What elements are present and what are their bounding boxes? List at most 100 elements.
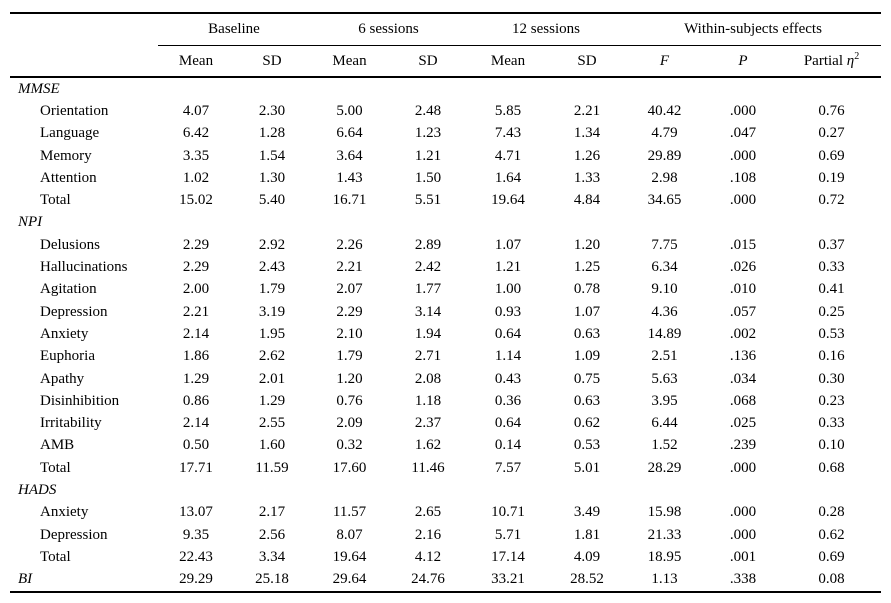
table-cell: 0.27 (818, 125, 845, 142)
table-cell: 15.02 (179, 192, 213, 209)
table-cell: 5.00 (336, 102, 363, 119)
eta-superscript: 2 (854, 50, 860, 62)
header-baseline-sd: SD (234, 45, 310, 78)
table-cell: 2.21 (336, 259, 363, 276)
row-label: Irritability (40, 415, 102, 432)
table-cell: .000 (729, 192, 757, 209)
table-cell: 28.52 (570, 571, 604, 588)
table-cell: 2.10 (336, 325, 363, 342)
eta-symbol: η (846, 52, 855, 69)
table-cell: 1.43 (336, 169, 363, 186)
section-row: HADS (10, 479, 881, 501)
table-cell: 1.34 (573, 125, 601, 142)
table-cell: 1.14 (494, 348, 522, 365)
table-row: Anxiety 2.14 1.95 2.10 1.94 0.64 0.63 14.89 .002… (10, 323, 881, 345)
row-label: Language (40, 125, 100, 142)
row-label: Memory (40, 147, 92, 164)
table-cell: 4.79 (651, 125, 678, 142)
table-cell: .136 (729, 348, 757, 365)
table-cell (625, 77, 704, 100)
table-row: Depression 2.21 3.19 2.29 3.14 0.93 1.07 4.36 .0… (10, 301, 881, 323)
table-cell: 0.10 (818, 437, 845, 454)
row-label: Disinhibition (40, 392, 120, 409)
table-cell: 5.63 (651, 370, 678, 387)
header-p-value: P (704, 45, 782, 78)
table-row: Apathy 1.29 2.01 1.20 2.08 0.43 0.75 5.63 .034 0.… (10, 368, 881, 390)
table-cell: 2.29 (182, 236, 210, 253)
table-cell: 0.50 (182, 437, 210, 454)
table-cell: .026 (729, 259, 757, 276)
table-cell: .000 (729, 147, 757, 164)
section-label: BI (18, 571, 33, 588)
table-cell: 2.14 (182, 415, 210, 432)
table-cell: 3.64 (336, 147, 363, 164)
table-cell: 2.98 (651, 169, 678, 186)
row-label: Anxiety (40, 504, 89, 521)
table-cell: 0.76 (818, 102, 845, 119)
table-cell: 29.29 (179, 571, 213, 588)
table-cell: 2.30 (258, 102, 286, 119)
table-row: Disinhibition 0.86 1.29 0.76 1.18 0.36 0.63 3.9… (10, 390, 881, 412)
table-cell: 17.14 (491, 548, 525, 565)
table-cell (704, 212, 782, 234)
table-cell: 1.18 (414, 392, 442, 409)
table-cell (549, 479, 625, 501)
row-label: Depression (40, 526, 108, 543)
table-row: AMB 0.50 1.60 0.32 1.62 0.14 0.53 1.52 .239 0.10 (10, 435, 881, 457)
row-label: Total (40, 192, 71, 209)
header-f-statistic: F (625, 45, 704, 78)
table-cell: 0.78 (573, 281, 601, 298)
row-label: Total (40, 548, 71, 565)
column-group-header-row: Baseline 6 sessions 12 sessions Within-s… (10, 13, 882, 46)
table-cell: 2.51 (651, 348, 678, 365)
table-cell: 0.19 (818, 169, 845, 186)
table-cell: 1.81 (573, 526, 601, 543)
table-cell: 2.92 (258, 236, 286, 253)
table-cell: 1.25 (573, 259, 601, 276)
table-cell: 0.64 (494, 415, 522, 432)
table-cell: 7.57 (494, 459, 522, 476)
table-row: Hallucinations 2.29 2.43 2.21 2.42 1.21 1.25 6.… (10, 256, 881, 278)
table-cell: 1.30 (258, 169, 286, 186)
table-cell: 7.43 (494, 125, 522, 142)
table-cell: 9.10 (651, 281, 678, 298)
table-cell: 0.16 (818, 348, 845, 365)
table-cell: 0.62 (573, 415, 601, 432)
table-cell (389, 479, 467, 501)
table-cell: 6.44 (651, 415, 678, 432)
table-cell: 13.07 (179, 504, 213, 521)
table-row: Orientation 4.07 2.30 5.00 2.48 5.85 2.21 40.42… (10, 100, 881, 122)
table-cell: 7.75 (651, 236, 678, 253)
section-label: NPI (18, 214, 43, 231)
table-cell: 2.55 (258, 415, 286, 432)
table-cell: 1.28 (258, 125, 286, 142)
table-cell: 2.09 (336, 415, 363, 432)
table-row: Total 22.43 3.34 19.64 4.12 17.14 4.09 18.95 .00… (10, 546, 881, 568)
table-cell: 1.07 (494, 236, 522, 253)
table-cell: 0.64 (494, 325, 522, 342)
table-cell: 15.98 (647, 504, 682, 521)
table-cell: 40.42 (647, 102, 682, 119)
table-cell: 3.14 (414, 303, 442, 320)
table-cell: 4.36 (651, 303, 678, 320)
table-cell: 2.89 (414, 236, 442, 253)
partial-eta-prefix: Partial (803, 52, 847, 69)
table-row: Anxiety 13.07 2.17 11.57 2.65 10.71 3.49 15.98.… (10, 502, 881, 524)
table-cell: 0.69 (818, 147, 845, 164)
table-cell: 2.65 (414, 504, 442, 521)
table-cell: 2.08 (414, 370, 442, 387)
row-label: Apathy (40, 370, 85, 387)
table-cell: 1.50 (414, 169, 442, 186)
table-cell: 0.63 (573, 325, 601, 342)
table-cell: 2.16 (414, 526, 442, 543)
col-group-baseline: Baseline (158, 13, 310, 46)
table-cell: 1.20 (573, 236, 601, 253)
table-cell: 2.29 (182, 259, 210, 276)
table-row: Total 17.71 11.59 17.60 11.46 7.57 5.01 28.29 .0… (10, 457, 881, 479)
table-cell: 2.17 (258, 504, 286, 521)
table-cell: 6.64 (336, 125, 363, 142)
table-cell (467, 77, 549, 100)
table-cell: 1.09 (573, 348, 601, 365)
table-cell: 3.34 (258, 548, 286, 565)
col-group-within-subjects-effects: Within-subjects effects (625, 13, 882, 46)
